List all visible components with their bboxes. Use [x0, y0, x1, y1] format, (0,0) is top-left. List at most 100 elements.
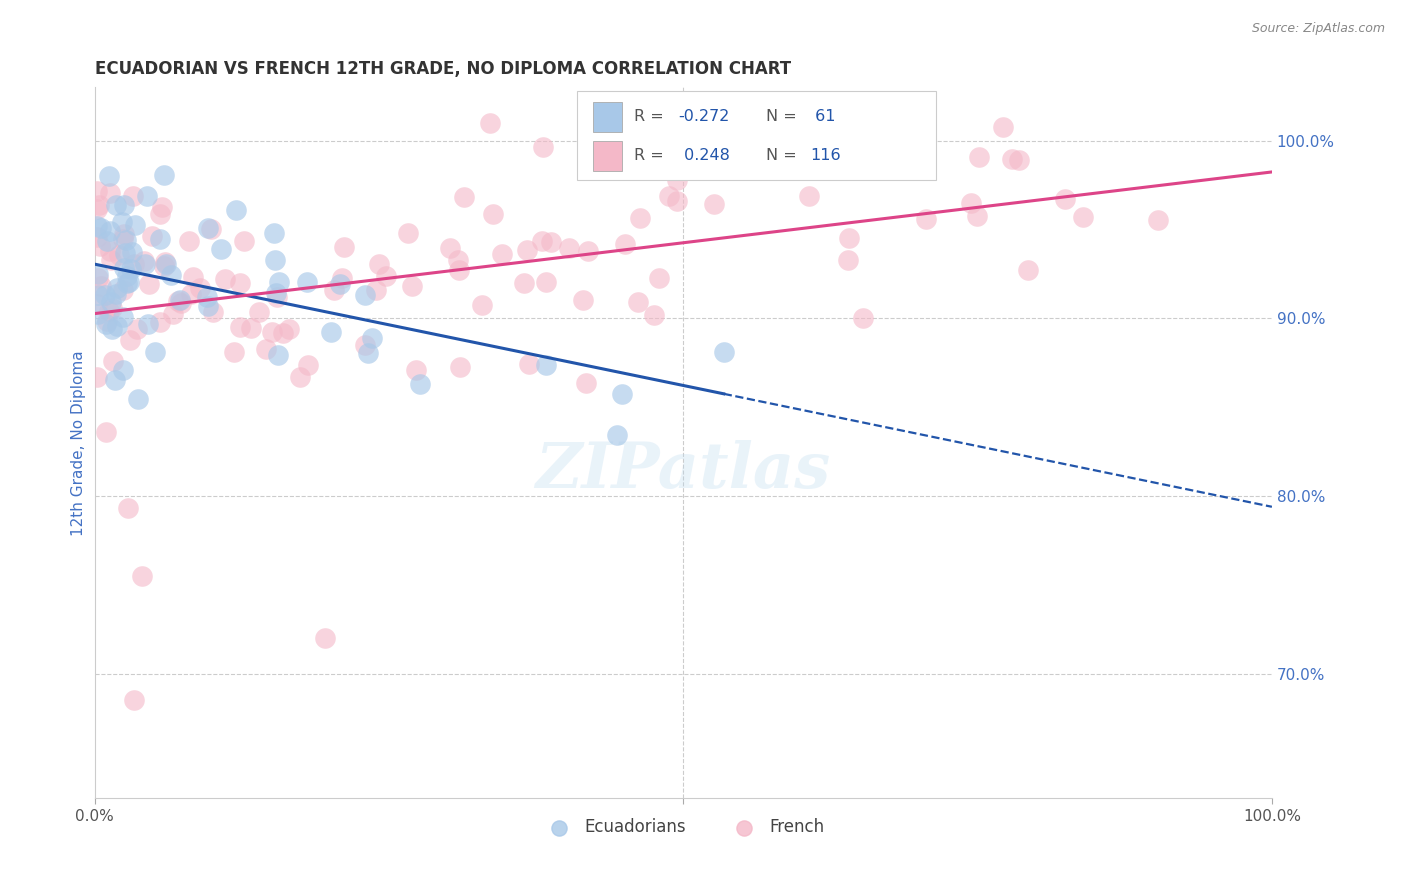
Point	[229, 276, 252, 290]
Point	[111, 215, 134, 229]
Point	[703, 197, 725, 211]
Text: ECUADORIAN VS FRENCH 12TH GRADE, NO DIPLOMA CORRELATION CHART: ECUADORIAN VS FRENCH 12TH GRADE, NO DIPL…	[94, 60, 790, 78]
Point	[177, 234, 200, 248]
Point	[98, 169, 121, 184]
Point	[643, 309, 665, 323]
Point	[575, 376, 598, 391]
Text: N =: N =	[766, 148, 801, 163]
Point	[297, 275, 319, 289]
Text: 61: 61	[810, 109, 837, 124]
Point	[628, 211, 651, 226]
Point	[200, 222, 222, 236]
Point	[360, 331, 382, 345]
Point	[374, 268, 396, 283]
Point	[103, 354, 125, 368]
Point	[131, 569, 153, 583]
Point	[170, 296, 193, 310]
Point	[883, 126, 905, 140]
Point	[134, 257, 156, 271]
Point	[319, 325, 342, 339]
Point	[143, 345, 166, 359]
Point	[197, 221, 219, 235]
Point	[104, 373, 127, 387]
Point	[357, 345, 380, 359]
Point	[513, 276, 536, 290]
Point	[449, 359, 471, 374]
Point	[1007, 153, 1029, 167]
Point	[117, 276, 139, 290]
Point	[115, 268, 138, 283]
Point	[112, 232, 135, 246]
Point	[197, 299, 219, 313]
Point	[266, 290, 288, 304]
Point	[409, 376, 432, 391]
Point	[152, 169, 174, 183]
Point	[1001, 152, 1024, 166]
Point	[658, 189, 681, 203]
Point	[100, 186, 122, 200]
Point	[149, 207, 172, 221]
Point	[114, 245, 136, 260]
Point	[122, 257, 145, 271]
Point	[86, 184, 108, 198]
Point	[94, 425, 117, 439]
Point	[627, 295, 650, 310]
Y-axis label: 12th Grade, No Diploma: 12th Grade, No Diploma	[72, 350, 86, 535]
Point	[96, 314, 118, 328]
Point	[225, 202, 247, 217]
Point	[606, 427, 628, 442]
Text: N =: N =	[766, 109, 801, 124]
Point	[447, 252, 470, 267]
Point	[100, 295, 122, 310]
Point	[111, 310, 134, 325]
FancyBboxPatch shape	[592, 141, 621, 170]
Point	[105, 318, 128, 333]
Point	[233, 234, 256, 248]
Point	[713, 344, 735, 359]
Point	[966, 209, 988, 223]
Point	[153, 259, 176, 273]
Point	[572, 293, 595, 307]
Point	[297, 359, 319, 373]
Point	[742, 98, 765, 112]
Point	[150, 200, 173, 214]
Point	[278, 322, 301, 336]
Point	[1054, 192, 1077, 206]
Point	[101, 301, 124, 316]
Point	[105, 287, 128, 301]
Point	[181, 270, 204, 285]
Point	[125, 322, 148, 336]
Point	[117, 501, 139, 516]
Point	[333, 240, 356, 254]
Point	[262, 325, 284, 339]
Point	[267, 275, 290, 289]
Point	[162, 307, 184, 321]
Point	[86, 202, 108, 216]
Text: R =: R =	[634, 148, 669, 163]
Point	[94, 318, 117, 332]
FancyBboxPatch shape	[578, 91, 936, 180]
Point	[86, 219, 108, 233]
Point	[837, 253, 859, 268]
Point	[105, 198, 128, 212]
Point	[112, 198, 135, 212]
Point	[97, 303, 120, 318]
Point	[838, 231, 860, 245]
Point	[86, 296, 108, 310]
Point	[612, 387, 634, 401]
Point	[534, 275, 557, 289]
Point	[330, 270, 353, 285]
Point	[967, 150, 990, 164]
Text: Source: ZipAtlas.com: Source: ZipAtlas.com	[1251, 22, 1385, 36]
Point	[214, 272, 236, 286]
Point	[531, 140, 554, 154]
Point	[124, 218, 146, 232]
Point	[122, 188, 145, 202]
Point	[959, 195, 981, 210]
Point	[87, 267, 110, 281]
Point	[98, 244, 121, 258]
Point	[153, 254, 176, 268]
Point	[401, 279, 423, 293]
Point	[491, 247, 513, 261]
Point	[160, 268, 183, 282]
